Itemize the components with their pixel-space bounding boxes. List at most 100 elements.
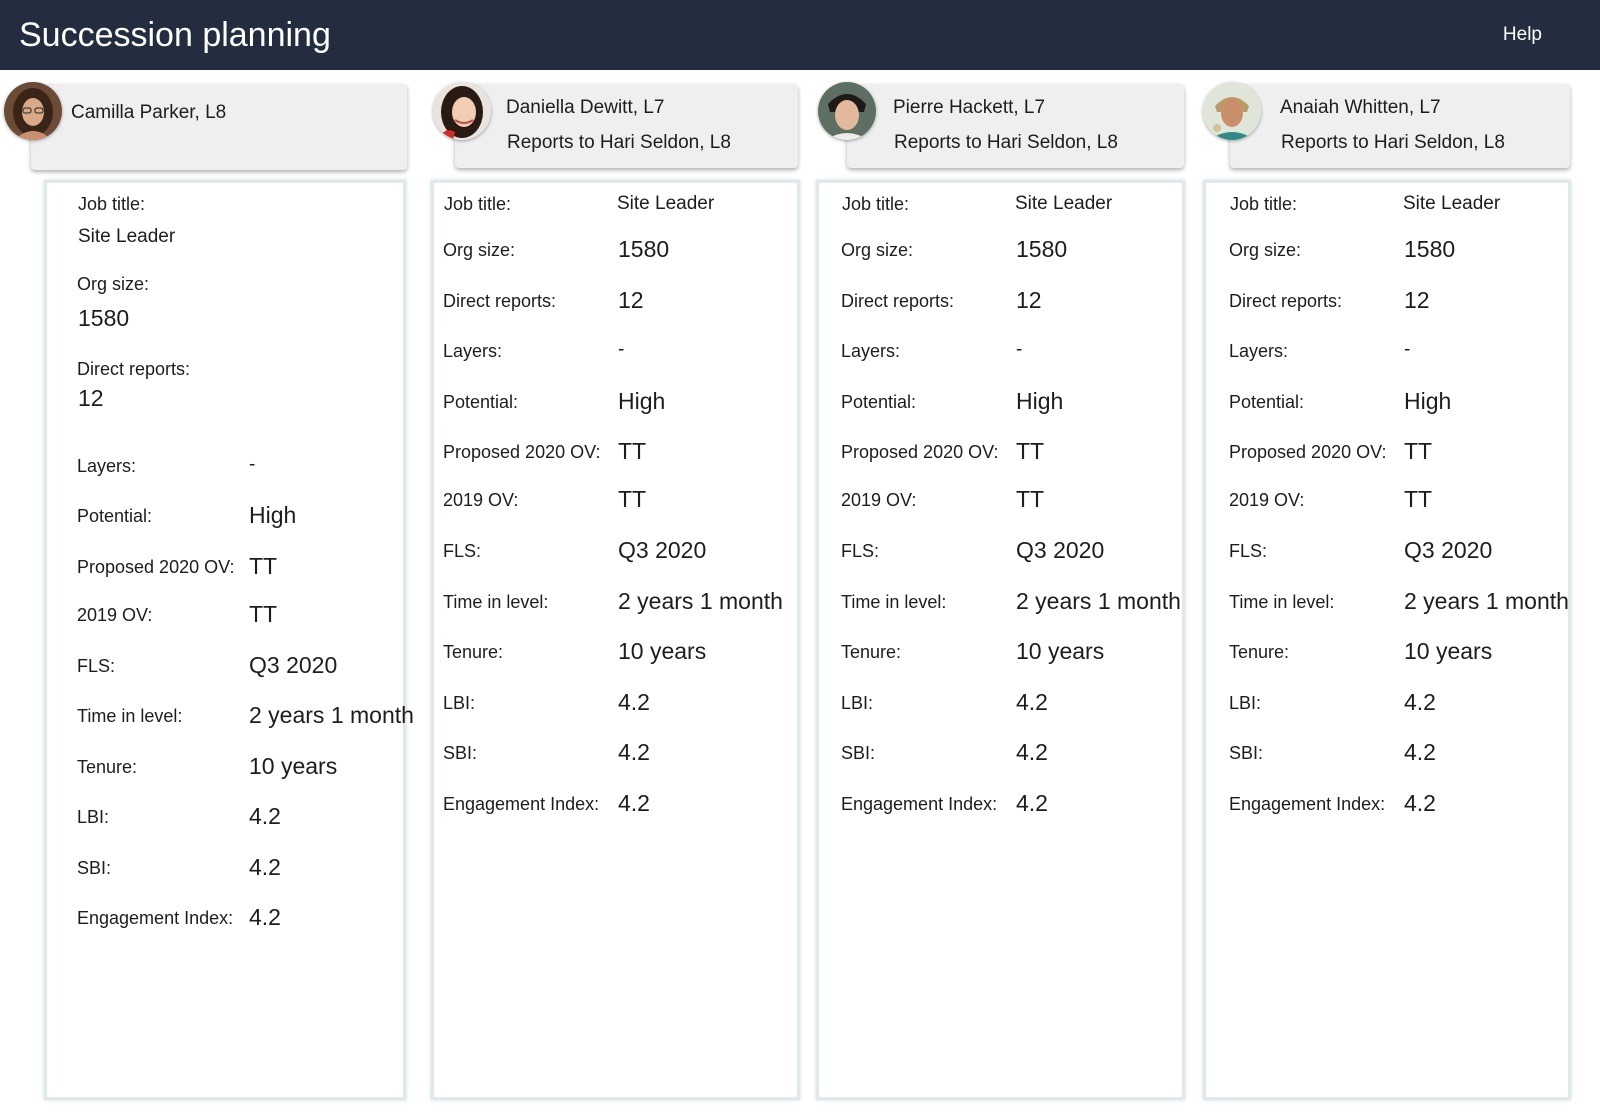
tenure-label: Tenure: — [1229, 642, 1290, 662]
tenure-label: Tenure: — [443, 642, 504, 662]
candidate-details-panel: Job title: Site Leader Org size: 1580 Di… — [431, 180, 800, 1100]
avatar-photo-icon — [433, 82, 491, 140]
layers-label: Layers: — [77, 456, 137, 476]
sbi-value: 4.2 — [1404, 739, 1436, 765]
candidate-reports-to: Reports to Hari Seldon, L8 — [894, 132, 1118, 153]
lbi-label: LBI: — [841, 693, 874, 713]
time-in-level-label: Time in level: — [443, 592, 549, 612]
org-size-label: Org size: — [841, 240, 914, 260]
engagement-index-value: 4.2 — [249, 904, 281, 930]
candidate-header-card[interactable] — [31, 84, 407, 170]
direct-reports-value: 12 — [78, 385, 104, 411]
direct-reports-value: 12 — [1016, 287, 1042, 313]
time-in-level-value: 2 years 1 month — [1404, 588, 1569, 614]
candidate-details-panel: Job title: Site Leader Org size: 1580 Di… — [1203, 180, 1571, 1100]
potential-value: High — [618, 388, 666, 414]
proposed-ov-label: Proposed 2020 OV: — [841, 442, 999, 462]
fls-label: FLS: — [1229, 541, 1268, 561]
proposed-ov-value: TT — [1404, 438, 1433, 464]
candidate-reports-to: Reports to Hari Seldon, L8 — [507, 132, 731, 153]
layers-label: Layers: — [443, 341, 503, 361]
sbi-label: SBI: — [443, 743, 478, 763]
job-title-label: Job title: — [444, 194, 512, 214]
avatar — [1203, 82, 1261, 140]
time-in-level-label: Time in level: — [1229, 592, 1335, 612]
proposed-ov-value: TT — [249, 553, 278, 579]
avatar-photo-icon — [4, 82, 62, 140]
lbi-label: LBI: — [443, 693, 476, 713]
fls-label: FLS: — [443, 541, 482, 561]
lbi-value: 4.2 — [618, 689, 650, 715]
ov-2019-label: 2019 OV: — [1229, 490, 1305, 510]
page-title: Succession planning — [19, 16, 331, 54]
job-title-value: Site Leader — [1015, 193, 1113, 214]
lbi-label: LBI: — [1229, 693, 1262, 713]
potential-label: Potential: — [77, 506, 153, 526]
lbi-label: LBI: — [77, 807, 110, 827]
ov-2019-label: 2019 OV: — [443, 490, 519, 510]
potential-label: Potential: — [443, 392, 519, 412]
time-in-level-value: 2 years 1 month — [1016, 588, 1181, 614]
candidate-header-card[interactable] — [1230, 84, 1570, 168]
candidate-name: Anaiah Whitten, L7 — [1280, 97, 1441, 118]
ov-2019-value: TT — [1016, 486, 1045, 512]
ov-2019-value: TT — [618, 486, 647, 512]
sbi-value: 4.2 — [1016, 739, 1048, 765]
job-title-value: Site Leader — [78, 226, 176, 247]
potential-value: High — [1016, 388, 1064, 414]
potential-label: Potential: — [841, 392, 917, 412]
engagement-index-value: 4.2 — [1404, 790, 1436, 816]
fls-value: Q3 2020 — [1016, 537, 1105, 563]
engagement-index-value: 4.2 — [618, 790, 650, 816]
sbi-label: SBI: — [77, 858, 112, 878]
layers-label: Layers: — [1229, 341, 1289, 361]
engagement-index-label: Engagement Index: — [841, 794, 998, 814]
fls-value: Q3 2020 — [1404, 537, 1493, 563]
fls-label: FLS: — [77, 656, 116, 676]
proposed-ov-label: Proposed 2020 OV: — [443, 442, 601, 462]
potential-value: High — [249, 502, 297, 528]
engagement-index-label: Engagement Index: — [1229, 794, 1386, 814]
avatar — [818, 82, 876, 140]
direct-reports-label: Direct reports: — [443, 291, 557, 311]
org-size-label: Org size: — [1229, 240, 1302, 260]
candidate-name: Camilla Parker, L8 — [71, 102, 227, 123]
fls-value: Q3 2020 — [249, 652, 338, 678]
tenure-value: 10 years — [249, 753, 338, 779]
job-title-label: Job title: — [842, 194, 910, 214]
layers-value: - — [618, 339, 625, 360]
layers-label: Layers: — [841, 341, 901, 361]
org-size-label: Org size: — [77, 274, 150, 294]
layers-value: - — [249, 454, 256, 475]
help-link[interactable]: Help — [1502, 24, 1542, 45]
avatar-photo-icon — [818, 82, 876, 140]
candidate-reports-to: Reports to Hari Seldon, L8 — [1281, 132, 1505, 153]
fls-value: Q3 2020 — [618, 537, 707, 563]
candidate-header-card[interactable] — [455, 84, 798, 168]
proposed-ov-value: TT — [618, 438, 647, 464]
ov-2019-label: 2019 OV: — [77, 605, 153, 625]
lbi-value: 4.2 — [249, 803, 281, 829]
sbi-label: SBI: — [841, 743, 876, 763]
tenure-value: 10 years — [1404, 638, 1493, 664]
ov-2019-value: TT — [1404, 486, 1433, 512]
ov-2019-label: 2019 OV: — [841, 490, 917, 510]
tenure-value: 10 years — [1016, 638, 1105, 664]
org-size-value: 1580 — [1016, 236, 1068, 262]
lbi-value: 4.2 — [1016, 689, 1048, 715]
time-in-level-value: 2 years 1 month — [618, 588, 783, 614]
layers-value: - — [1404, 339, 1411, 360]
job-title-label: Job title: — [1230, 194, 1298, 214]
time-in-level-value: 2 years 1 month — [249, 702, 414, 728]
sbi-value: 4.2 — [618, 739, 650, 765]
job-title-label: Job title: — [78, 194, 146, 214]
candidate-name: Pierre Hackett, L7 — [893, 97, 1046, 118]
candidate-header-card[interactable] — [847, 84, 1184, 168]
org-size-value: 1580 — [78, 305, 130, 331]
engagement-index-value: 4.2 — [1016, 790, 1048, 816]
direct-reports-value: 12 — [618, 287, 644, 313]
org-size-value: 1580 — [618, 236, 670, 262]
layers-value: - — [1016, 339, 1023, 360]
avatar-photo-icon — [1203, 82, 1261, 140]
top-bar: Succession planning Help — [0, 0, 1600, 70]
